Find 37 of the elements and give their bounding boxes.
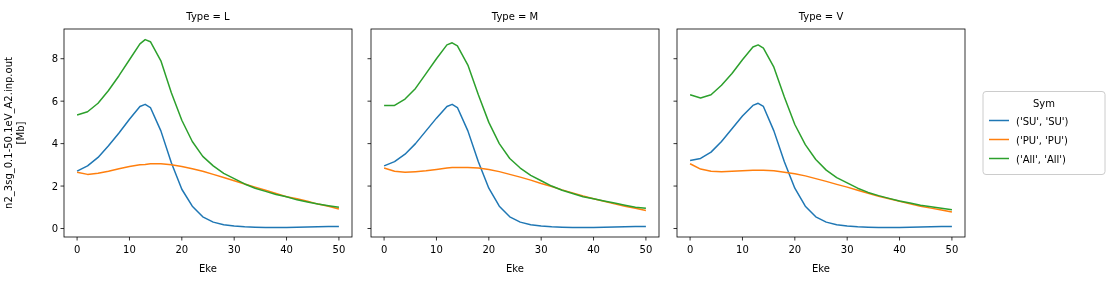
chart-title: Type = V xyxy=(797,11,844,22)
x-axis-title: Eke xyxy=(506,263,524,274)
line-series xyxy=(76,38,340,209)
y-tick-label: 0 xyxy=(51,223,58,235)
legend-label: ('All', 'All') xyxy=(1016,153,1067,165)
x-tick-label: 30 xyxy=(840,244,854,255)
y-tick-label: 2 xyxy=(51,180,58,192)
legend-label: ('PU', 'PU') xyxy=(1016,134,1068,146)
x-tick-label: 10 xyxy=(123,244,136,255)
line-series xyxy=(76,103,340,229)
x-tick-label: 40 xyxy=(280,244,293,255)
x-tick-label: 10 xyxy=(736,244,749,255)
y-tick-label: 4 xyxy=(51,138,58,150)
x-axis-title: Eke xyxy=(812,263,830,274)
x-axis-title: Eke xyxy=(199,263,217,274)
x-tick-label: 20 xyxy=(482,244,496,255)
y-tick-label: 6 xyxy=(51,95,58,107)
x-tick-label: 0 xyxy=(73,244,81,255)
x-tick-label: 30 xyxy=(227,244,241,255)
x-tick-label: 10 xyxy=(430,244,443,255)
x-tick-label: 0 xyxy=(380,244,388,255)
line-series xyxy=(76,163,340,210)
x-tick-label: 50 xyxy=(332,244,346,255)
x-tick-label: 50 xyxy=(639,244,653,255)
y-axis-title: n2_3sg_0.1-50.1eV_A2.inp.out [Mb] xyxy=(3,57,26,209)
legend-label: ('SU', 'SU') xyxy=(1016,115,1069,127)
x-tick-label: 20 xyxy=(788,244,802,255)
x-tick-label: 30 xyxy=(534,244,548,255)
x-tick-label: 50 xyxy=(945,244,959,255)
chart-title: Type = M xyxy=(490,11,539,22)
chart-title: Type = L xyxy=(185,11,231,22)
y-tick-label: 8 xyxy=(51,53,58,65)
x-tick-label: 40 xyxy=(893,244,906,255)
x-tick-label: 20 xyxy=(175,244,189,255)
legend-title: Sym xyxy=(1032,97,1056,109)
x-tick-label: 0 xyxy=(686,244,694,255)
x-tick-label: 40 xyxy=(587,244,600,255)
